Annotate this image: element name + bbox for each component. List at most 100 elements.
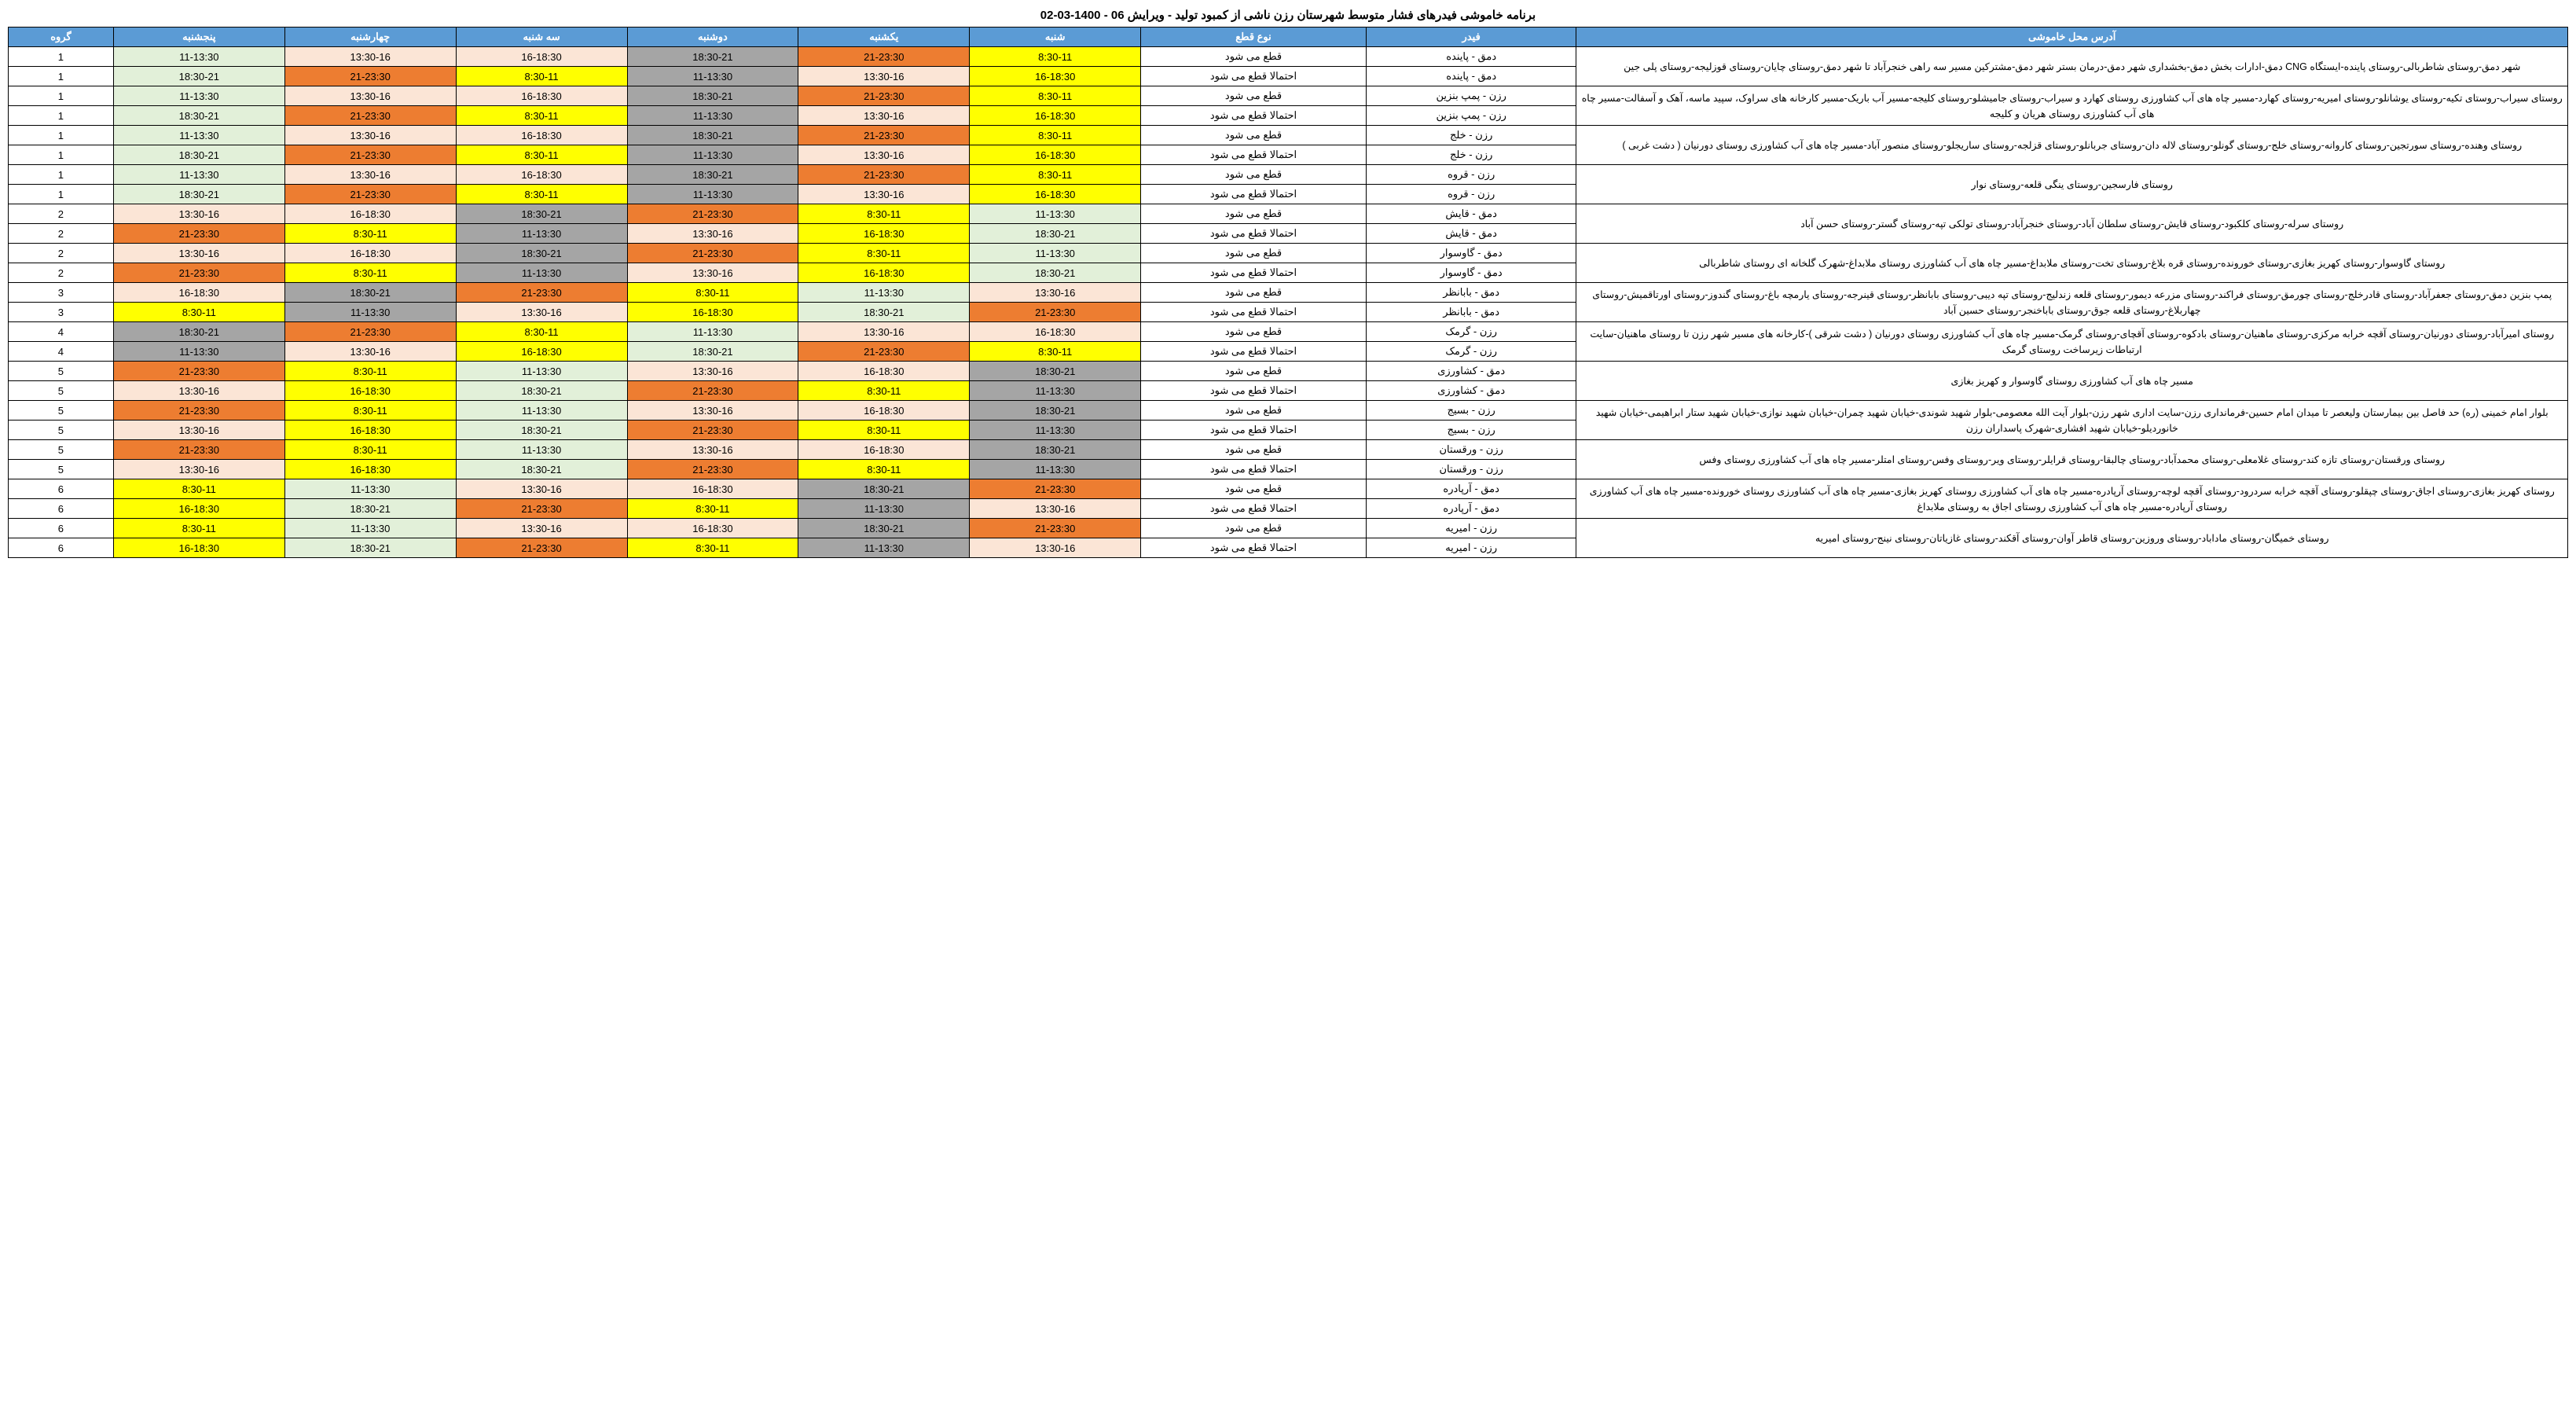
time-cell: 13:30-16 (113, 381, 284, 401)
time-cell: 11-13:30 (970, 204, 1141, 224)
group-cell: 1 (9, 86, 114, 106)
time-cell: 16-18:30 (284, 381, 456, 401)
time-cell: 11-13:30 (456, 440, 627, 460)
time-cell: 16-18:30 (456, 86, 627, 106)
address-cell: روستای ورقستان-روستای تازه کند-روستای غل… (1576, 440, 2568, 479)
group-cell: 2 (9, 263, 114, 283)
time-cell: 11-13:30 (798, 499, 970, 519)
time-cell: 18:30-21 (456, 381, 627, 401)
table-row: مسیر چاه های آب کشاورزی روستای گاوسوار و… (9, 362, 2568, 381)
group-cell: 1 (9, 126, 114, 145)
time-cell: 8:30-11 (456, 106, 627, 126)
time-cell: 16-18:30 (798, 362, 970, 381)
time-cell: 21-23:30 (970, 519, 1141, 538)
time-cell: 13:30-16 (627, 224, 798, 244)
time-cell: 13:30-16 (113, 421, 284, 440)
time-cell: 18:30-21 (627, 47, 798, 67)
type-cell: احتمالا قطع می شود (1141, 499, 1367, 519)
time-cell: 13:30-16 (113, 204, 284, 224)
time-cell: 13:30-16 (456, 519, 627, 538)
group-cell: 2 (9, 224, 114, 244)
col-sun: یکشنبه (798, 28, 970, 47)
time-cell: 16-18:30 (284, 460, 456, 479)
type-cell: احتمالا قطع می شود (1141, 67, 1367, 86)
time-cell: 11-13:30 (798, 538, 970, 558)
time-cell: 8:30-11 (456, 145, 627, 165)
table-row: روستای گاوسوار-روستای کهریز بغازی-روستای… (9, 244, 2568, 263)
time-cell: 11-13:30 (456, 362, 627, 381)
type-cell: قطع می شود (1141, 165, 1367, 185)
time-cell: 16-18:30 (284, 244, 456, 263)
time-cell: 16-18:30 (627, 479, 798, 499)
time-cell: 11-13:30 (456, 401, 627, 421)
time-cell: 8:30-11 (456, 67, 627, 86)
time-cell: 21-23:30 (627, 244, 798, 263)
group-cell: 5 (9, 440, 114, 460)
type-cell: احتمالا قطع می شود (1141, 145, 1367, 165)
feeder-cell: دمق - قایش (1366, 204, 1576, 224)
type-cell: قطع می شود (1141, 86, 1367, 106)
time-cell: 11-13:30 (113, 126, 284, 145)
table-row: روستای سیراب-روستای تکیه-روستای یوشانلو-… (9, 86, 2568, 106)
time-cell: 18:30-21 (456, 244, 627, 263)
time-cell: 18:30-21 (456, 204, 627, 224)
col-thu: پنجشنبه (113, 28, 284, 47)
time-cell: 18:30-21 (113, 322, 284, 342)
table-row: روستای خمیگان-روستای ماداباد-روستای وروز… (9, 519, 2568, 538)
address-cell: پمپ بنزین دمق-روستای جعفرآباد-روستای قاد… (1576, 283, 2568, 322)
time-cell: 13:30-16 (627, 440, 798, 460)
feeder-cell: رزن - ورقستان (1366, 440, 1576, 460)
time-cell: 8:30-11 (970, 86, 1141, 106)
group-cell: 1 (9, 185, 114, 204)
time-cell: 8:30-11 (798, 244, 970, 263)
feeder-cell: رزن - ورقستان (1366, 460, 1576, 479)
feeder-cell: رزن - امیریه (1366, 519, 1576, 538)
type-cell: قطع می شود (1141, 204, 1367, 224)
time-cell: 21-23:30 (456, 283, 627, 303)
col-type: نوع قطع (1141, 28, 1367, 47)
group-cell: 6 (9, 499, 114, 519)
group-cell: 5 (9, 401, 114, 421)
table-row: روستای ورقستان-روستای تازه کند-روستای غل… (9, 440, 2568, 460)
address-cell: بلوار امام خمینی (ره) حد فاصل بین بیمارس… (1576, 401, 2568, 440)
time-cell: 18:30-21 (456, 460, 627, 479)
time-cell: 21-23:30 (113, 362, 284, 381)
time-cell: 13:30-16 (970, 499, 1141, 519)
table-row: روستای سرله-روستای کلکبود-روستای قایش-رو… (9, 204, 2568, 224)
time-cell: 11-13:30 (798, 283, 970, 303)
feeder-cell: دمق - گاوسوار (1366, 263, 1576, 283)
address-cell: روستای سرله-روستای کلکبود-روستای قایش-رو… (1576, 204, 2568, 244)
time-cell: 13:30-16 (798, 67, 970, 86)
time-cell: 13:30-16 (284, 86, 456, 106)
table-row: روستای فارسجین-روستای ینگی قلعه-روستای ن… (9, 165, 2568, 185)
time-cell: 8:30-11 (456, 185, 627, 204)
time-cell: 8:30-11 (284, 362, 456, 381)
group-cell: 2 (9, 244, 114, 263)
time-cell: 21-23:30 (113, 401, 284, 421)
group-cell: 4 (9, 322, 114, 342)
table-row: شهر دمق-روستای شاطربالی-روستای پاینده-ای… (9, 47, 2568, 67)
time-cell: 8:30-11 (970, 165, 1141, 185)
time-cell: 16-18:30 (798, 224, 970, 244)
type-cell: قطع می شود (1141, 362, 1367, 381)
time-cell: 18:30-21 (284, 499, 456, 519)
time-cell: 18:30-21 (456, 421, 627, 440)
time-cell: 21-23:30 (284, 322, 456, 342)
time-cell: 8:30-11 (113, 479, 284, 499)
time-cell: 16-18:30 (284, 421, 456, 440)
time-cell: 11-13:30 (456, 224, 627, 244)
time-cell: 16-18:30 (798, 263, 970, 283)
time-cell: 11-13:30 (970, 460, 1141, 479)
time-cell: 11-13:30 (627, 185, 798, 204)
time-cell: 11-13:30 (627, 67, 798, 86)
col-feeder: فیدر (1366, 28, 1576, 47)
time-cell: 11-13:30 (970, 421, 1141, 440)
time-cell: 21-23:30 (798, 86, 970, 106)
time-cell: 11-13:30 (627, 322, 798, 342)
time-cell: 16-18:30 (456, 342, 627, 362)
group-cell: 1 (9, 67, 114, 86)
type-cell: قطع می شود (1141, 47, 1367, 67)
feeder-cell: رزن - خلج (1366, 126, 1576, 145)
time-cell: 18:30-21 (798, 519, 970, 538)
time-cell: 21-23:30 (456, 538, 627, 558)
